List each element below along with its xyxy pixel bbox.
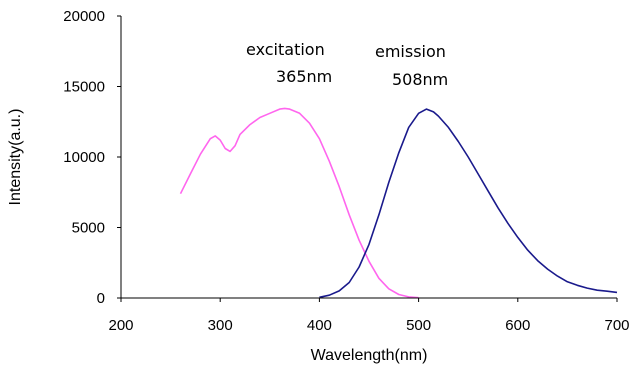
x-tick-label: 400 — [307, 317, 332, 334]
excitation-peak-label: 365nm — [276, 67, 332, 86]
x-axis-title: Wavelength(nm) — [311, 347, 428, 364]
emission-peak-label: 508nm — [392, 70, 448, 89]
excitation-spectrum-line — [179, 107, 419, 299]
y-tick-label: 10000 — [63, 149, 105, 166]
y-tick-label: 5000 — [72, 220, 105, 237]
emission-label: emission — [375, 42, 446, 61]
y-tick-label: 20000 — [63, 8, 105, 25]
x-tick-label: 300 — [208, 317, 233, 334]
x-tick-label: 500 — [406, 317, 431, 334]
y-tick-label: 0 — [97, 290, 105, 307]
series-lines — [179, 107, 618, 299]
emission-spectrum-line — [319, 108, 618, 299]
x-tick-label: 700 — [604, 317, 629, 334]
x-tick-label: 600 — [505, 317, 530, 334]
y-axis-ticks: 0 5000 10000 15000 20000 — [63, 8, 121, 307]
x-tick-label: 200 — [108, 317, 133, 334]
excitation-label: excitation — [246, 40, 325, 59]
x-axis-ticks: 200 300 400 500 600 700 — [108, 298, 630, 334]
y-tick-label: 15000 — [63, 79, 105, 96]
y-axis-title: Intensity(a.u.) — [7, 109, 24, 206]
